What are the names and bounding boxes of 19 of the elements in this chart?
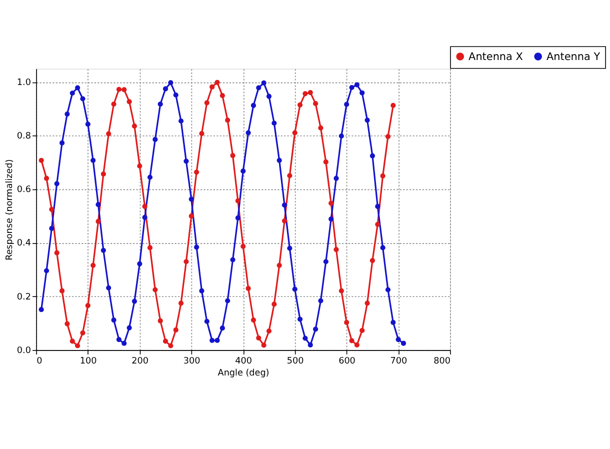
- x-tick-label: 300: [183, 356, 201, 366]
- y-tick-label: 1.0: [16, 78, 32, 88]
- y-tick-label: 0.6: [16, 185, 32, 196]
- x-tick-label: 400: [235, 356, 252, 366]
- legend-label: Antenna X: [468, 50, 523, 63]
- x-tick-label: 700: [390, 356, 408, 366]
- y-tick-label: 0.4: [16, 238, 32, 249]
- legend-label: Antenna Y: [546, 50, 601, 63]
- y-tick-label: 0.8: [16, 132, 32, 142]
- x-tick-label: 500: [286, 356, 304, 366]
- y-tick-label: 0.2: [16, 292, 31, 302]
- x-tick-label: 100: [80, 356, 98, 366]
- y-tick-label: 0.0: [16, 346, 32, 356]
- x-tick-label: 600: [338, 356, 356, 366]
- x-axis-title: Angle (deg): [218, 368, 270, 378]
- y-axis-title: Response (normalized): [5, 159, 16, 260]
- x-tick-label: 0: [36, 356, 43, 366]
- x-tick-label: 800: [434, 356, 451, 366]
- x-tick-label: 200: [132, 356, 149, 366]
